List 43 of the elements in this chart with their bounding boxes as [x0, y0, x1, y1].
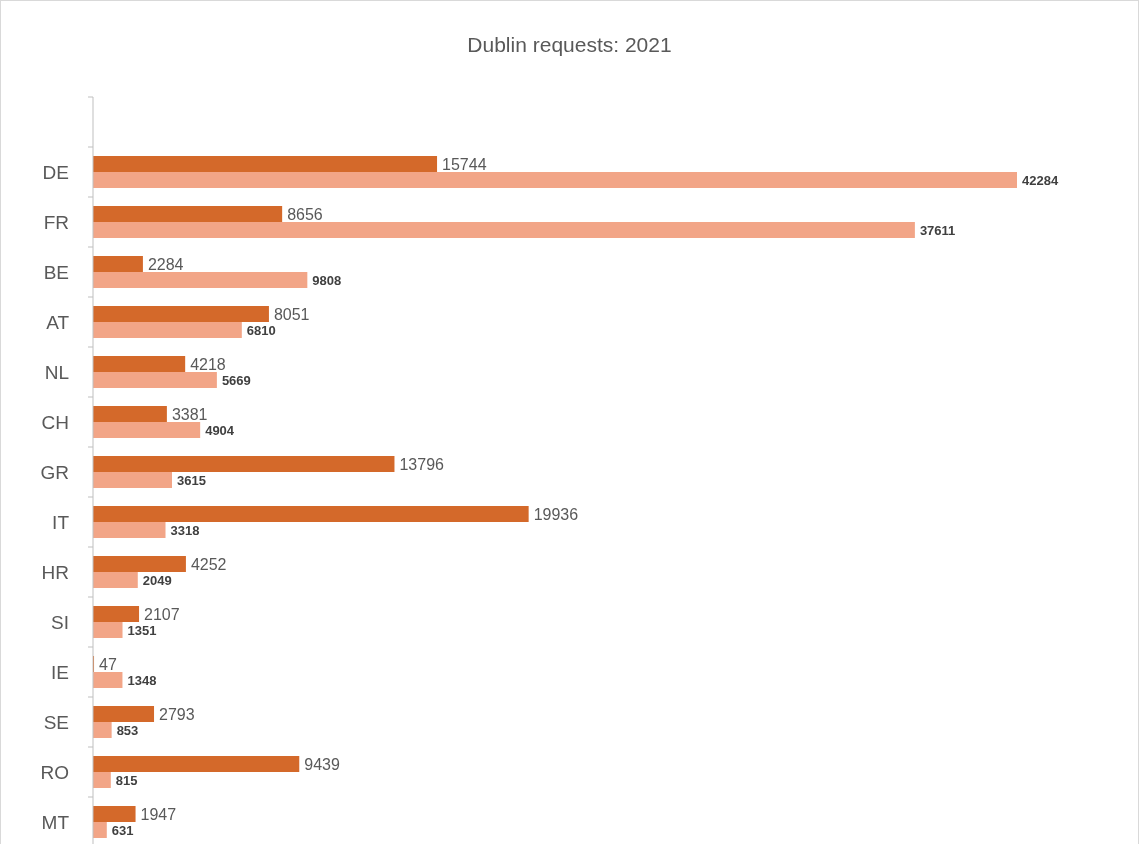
data-label: 5669: [221, 372, 251, 388]
data-label: 1947: [140, 805, 177, 823]
y-tick-label: SE: [43, 711, 69, 733]
data-label: 47: [99, 655, 117, 673]
data-label: 37611: [919, 222, 956, 238]
y-tick-label: IT: [52, 511, 70, 533]
y-tick-label: AT: [46, 311, 70, 333]
data-label: 9439: [304, 755, 340, 773]
data-label: 2107: [144, 605, 180, 623]
data-label: 631: [111, 822, 134, 838]
data-label: 2284: [147, 255, 184, 273]
data-label: 2049: [142, 572, 172, 588]
y-tick-label: NL: [44, 361, 69, 383]
data-label: 1348: [127, 672, 157, 688]
data-label: 4904: [205, 422, 235, 438]
data-label: 15744: [442, 155, 487, 173]
y-tick-label: HR: [41, 561, 69, 583]
data-label: 2793: [159, 705, 195, 723]
data-label: 853: [116, 722, 139, 738]
y-tick-label: CH: [41, 411, 69, 433]
y-tick-label: FR: [43, 211, 69, 233]
data-label: 3381: [171, 405, 208, 423]
chart-title: Dublin requests: 2021: [467, 33, 672, 56]
data-label: 9808: [312, 272, 342, 288]
y-tick-label: SI: [51, 611, 69, 633]
y-tick-label: GR: [40, 461, 69, 483]
data-label: 42284: [1022, 172, 1059, 188]
y-tick-label: BE: [43, 261, 69, 283]
data-label: 19936: [533, 505, 579, 523]
y-tick-label: DE: [42, 161, 69, 183]
data-label: 3318: [170, 522, 200, 538]
data-label: 4218: [190, 355, 226, 373]
y-tick-label: MT: [41, 811, 70, 833]
data-label: 3615: [177, 472, 206, 488]
data-label: 8656: [287, 205, 323, 223]
data-label: 8051: [273, 305, 310, 323]
y-tick-label: IE: [51, 661, 69, 683]
data-label: 6810: [246, 322, 276, 338]
data-label: 13796: [399, 455, 445, 473]
data-label: 4252: [190, 555, 227, 573]
data-label: 815: [115, 772, 138, 788]
y-tick-label: RO: [40, 761, 69, 783]
data-label: 1351: [127, 622, 157, 638]
